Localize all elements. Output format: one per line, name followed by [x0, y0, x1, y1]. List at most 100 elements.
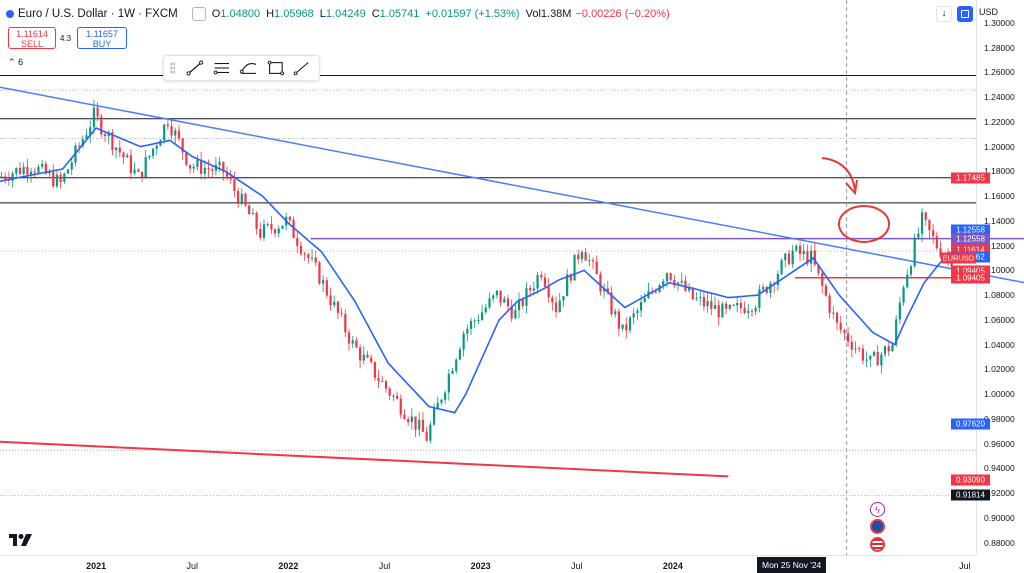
trendline-tool-icon[interactable] — [185, 58, 205, 78]
drawing-toolbar — [163, 55, 320, 81]
pitchfork-tool-icon[interactable] — [239, 58, 259, 78]
candle-body — [181, 138, 184, 153]
candle-body — [676, 282, 680, 286]
candle-body — [850, 342, 853, 350]
candle-body — [484, 307, 487, 313]
candle-body — [388, 388, 391, 396]
candle — [499, 290, 502, 307]
candle — [798, 242, 802, 262]
candle-body — [917, 233, 920, 238]
candle-body — [610, 292, 613, 315]
symbol-title[interactable]: Euro / U.S. Dollar · 1W · FXCM — [18, 8, 178, 20]
candle — [636, 307, 639, 321]
candle-body — [322, 280, 325, 284]
download-icon[interactable]: ↓ — [936, 6, 952, 22]
candle-body — [573, 254, 576, 281]
candle — [15, 167, 18, 178]
candle-body — [307, 254, 310, 259]
candle — [373, 361, 376, 381]
candle-body — [418, 419, 421, 430]
candle-body — [318, 262, 321, 284]
candle-body — [669, 273, 672, 281]
candle-body — [691, 287, 694, 300]
candle-body — [787, 253, 791, 265]
time-tick: Jul — [378, 561, 391, 571]
candle-body — [895, 319, 898, 345]
candle — [917, 227, 920, 241]
candle — [407, 416, 410, 426]
candle-body — [273, 229, 277, 234]
candle-body — [806, 250, 809, 264]
drag-handle-icon[interactable] — [170, 62, 176, 74]
candle — [939, 240, 942, 259]
candle — [680, 272, 683, 286]
eu-flag-icon[interactable] — [870, 519, 885, 534]
lightning-icon[interactable]: ϟ — [870, 502, 885, 517]
candle — [266, 222, 269, 228]
candle-body — [754, 307, 757, 312]
price-tag: 1.12558 — [951, 224, 990, 236]
candle-body — [414, 416, 417, 430]
candle-body — [85, 135, 88, 140]
rectangle-tool-icon[interactable] — [266, 58, 286, 78]
candle — [610, 286, 613, 317]
candle-body — [477, 319, 480, 321]
candle-body — [192, 166, 195, 169]
candle — [566, 268, 569, 297]
candle — [835, 311, 839, 331]
candle-body — [802, 250, 805, 255]
candle — [421, 411, 425, 432]
candle — [706, 293, 709, 313]
price-tick: 1.20000 — [984, 141, 1015, 152]
candle-body — [384, 381, 388, 389]
candle-body — [296, 238, 299, 246]
candle — [333, 295, 336, 308]
fib-tool-icon[interactable] — [212, 58, 232, 78]
candle-body — [710, 301, 713, 309]
candle-body — [370, 357, 373, 362]
candle-body — [835, 312, 839, 323]
buy-button[interactable]: 1.11657 BUY — [77, 27, 127, 49]
candle-body — [222, 162, 225, 173]
candle — [536, 271, 539, 294]
candle-body — [288, 216, 291, 221]
time-tick: 2024 — [662, 561, 683, 571]
candle-body — [817, 264, 820, 274]
candle-body — [625, 324, 628, 331]
candle-body — [558, 300, 561, 312]
candle-body — [617, 311, 620, 329]
red-trendline — [0, 440, 729, 478]
us-flag-icon[interactable] — [870, 537, 885, 552]
candle-body — [795, 245, 798, 251]
candle-body — [810, 250, 813, 264]
candle-body — [858, 348, 861, 350]
price-tick: 1.30000 — [984, 17, 1015, 28]
candle-body — [891, 344, 894, 352]
candle — [359, 344, 362, 369]
indicators-toggle[interactable]: ⌃ 6 — [8, 57, 23, 68]
candle-body — [784, 253, 787, 261]
candle — [55, 170, 59, 189]
candle-body — [880, 354, 883, 366]
candle — [59, 171, 62, 189]
autoscale-icon[interactable] — [957, 6, 973, 22]
candle — [872, 350, 876, 357]
candle — [739, 298, 742, 314]
candle-body — [0, 176, 3, 178]
candle — [477, 314, 480, 325]
candle-body — [429, 424, 432, 441]
brush-tool-icon[interactable] — [292, 58, 312, 78]
candle — [743, 301, 746, 315]
price-tag: 1.17485 — [951, 172, 990, 184]
candle-body — [569, 274, 572, 281]
sell-button[interactable]: 1.11614 SELL — [8, 27, 56, 49]
candle — [140, 171, 144, 183]
candle — [909, 264, 913, 277]
candle-body — [588, 260, 591, 262]
currency-selector[interactable]: USD — [979, 7, 999, 17]
low-value: L1.04249 — [319, 8, 366, 20]
candle-body — [521, 299, 524, 306]
visibility-icon[interactable] — [191, 7, 206, 21]
candle-body — [59, 174, 62, 182]
